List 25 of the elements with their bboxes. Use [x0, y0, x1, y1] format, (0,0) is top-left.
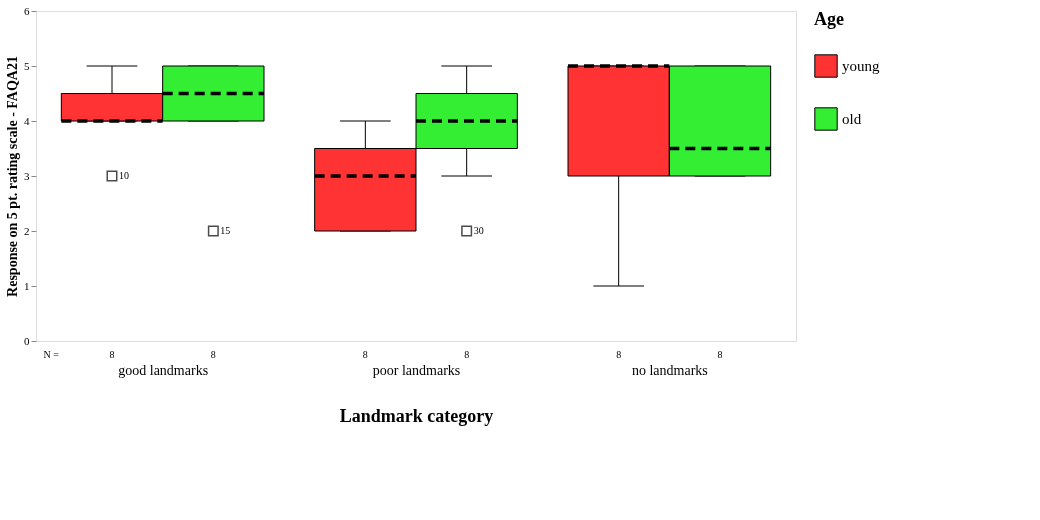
annotation: 30	[473, 225, 484, 236]
x-tick-label: no landmarks	[631, 362, 708, 378]
annotation: 15	[220, 225, 231, 236]
text: 8	[362, 349, 368, 360]
legend-title: Age	[814, 9, 844, 29]
y-axis-title: Response on 5 pt. rating scale - FAQA21	[5, 56, 20, 297]
legend-label: young	[842, 58, 880, 74]
y-tick-label: 3	[24, 169, 30, 182]
x-tick-label: poor landmarks	[372, 362, 461, 378]
y-tick-label: 1	[24, 279, 30, 292]
y-tick-label: 6	[24, 4, 30, 17]
x-axis-title: Landmark category	[339, 405, 494, 426]
text: N =	[43, 349, 60, 360]
y-tick-label: 2	[24, 224, 30, 237]
text: 8	[210, 349, 216, 360]
annotation: 10	[119, 170, 129, 181]
text: 8	[616, 349, 622, 360]
y-tick-label: 4	[24, 114, 30, 127]
legend-label: old	[842, 111, 862, 127]
y-tick-label: 0	[24, 334, 30, 347]
text: 8	[717, 349, 723, 360]
x-tick-label: good landmarks	[118, 362, 209, 378]
y-tick-label: 5	[24, 59, 30, 72]
text: 8	[464, 349, 470, 360]
text: 8	[109, 349, 115, 360]
